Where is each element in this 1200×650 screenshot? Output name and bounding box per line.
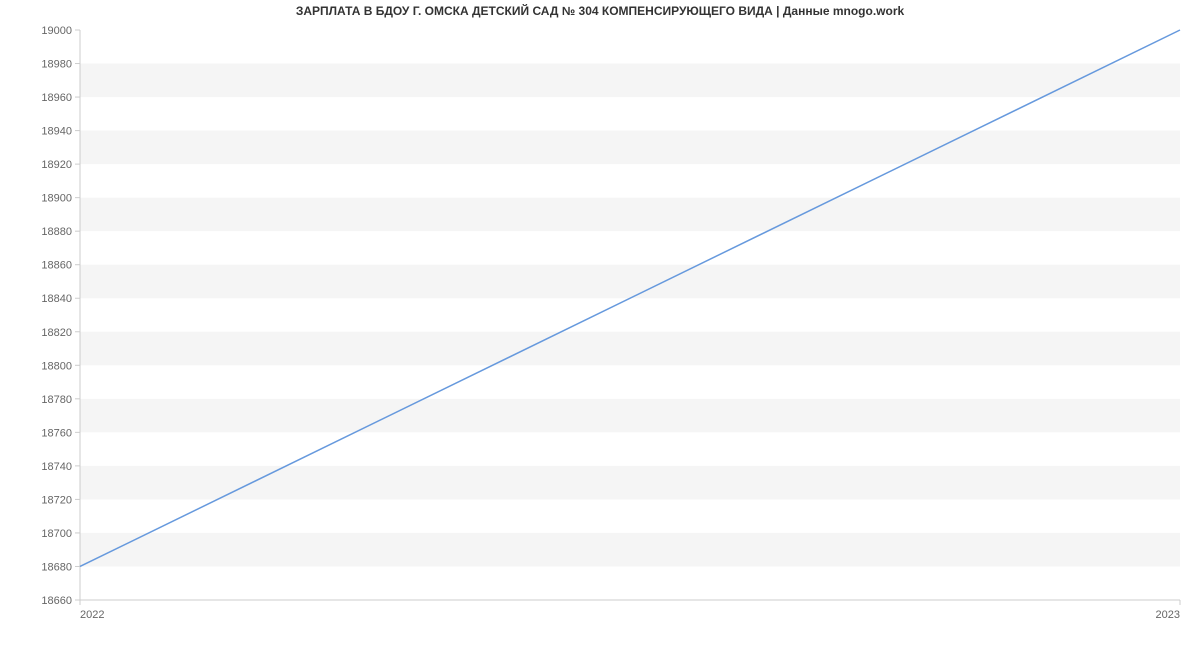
y-tick-label: 18900: [41, 193, 72, 205]
y-tick-label: 18980: [41, 59, 72, 71]
y-tick-label: 19000: [41, 25, 72, 37]
y-tick-label: 18700: [41, 528, 72, 540]
y-tick-label: 18880: [41, 226, 72, 238]
grid-band: [80, 131, 1180, 165]
y-tick-label: 18780: [41, 394, 72, 406]
y-tick-label: 18840: [41, 293, 72, 305]
grid-band: [80, 64, 1180, 98]
grid-band: [80, 332, 1180, 366]
y-tick-label: 18740: [41, 461, 72, 473]
grid-band: [80, 466, 1180, 500]
grid-band: [80, 399, 1180, 433]
chart-title: ЗАРПЛАТА В БДОУ Г. ОМСКА ДЕТСКИЙ САД № 3…: [296, 3, 905, 18]
y-tick-label: 18940: [41, 126, 72, 138]
x-tick-label: 2022: [80, 609, 104, 621]
grid-band: [80, 265, 1180, 299]
line-chart: ЗАРПЛАТА В БДОУ Г. ОМСКА ДЕТСКИЙ САД № 3…: [0, 0, 1200, 650]
y-tick-label: 18860: [41, 260, 72, 272]
y-tick-label: 18720: [41, 494, 72, 506]
y-tick-label: 18960: [41, 92, 72, 104]
y-tick-label: 18660: [41, 595, 72, 607]
y-tick-label: 18760: [41, 427, 72, 439]
y-tick-label: 18680: [41, 561, 72, 573]
x-tick-label: 2023: [1156, 609, 1180, 621]
chart-container: ЗАРПЛАТА В БДОУ Г. ОМСКА ДЕТСКИЙ САД № 3…: [0, 0, 1200, 650]
y-tick-label: 18820: [41, 327, 72, 339]
y-tick-label: 18800: [41, 360, 72, 372]
y-tick-label: 18920: [41, 159, 72, 171]
grid-band: [80, 198, 1180, 232]
grid-band: [80, 533, 1180, 567]
